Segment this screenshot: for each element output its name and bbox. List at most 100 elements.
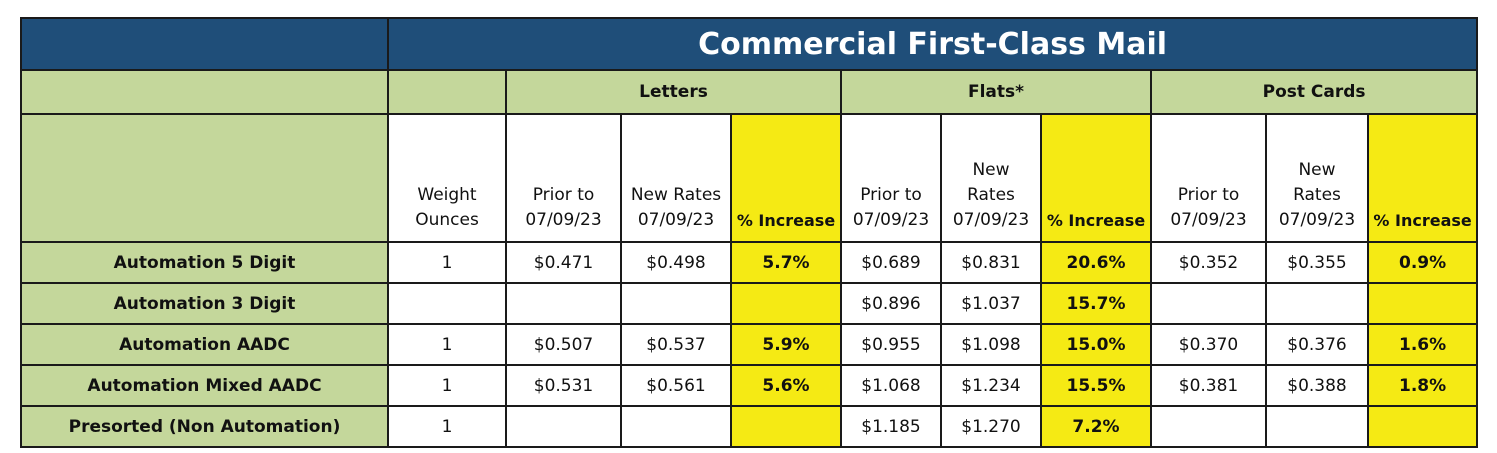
header-line: Prior to — [860, 185, 922, 205]
row-label: Automation 5 Digit — [20, 241, 389, 284]
data-cell: 1.8% — [1366, 364, 1479, 407]
header-line: % Increase — [1373, 211, 1472, 230]
data-cell: 1 — [387, 364, 507, 407]
row-label: Automation AADC — [20, 323, 389, 366]
row-label: Automation Mixed AADC — [20, 364, 389, 407]
corner-cell — [20, 113, 389, 243]
data-cell: $1.037 — [940, 282, 1042, 325]
data-cell: $0.507 — [505, 323, 622, 366]
data-cell: $0.388 — [1265, 364, 1369, 407]
data-cell: $1.234 — [940, 364, 1042, 407]
data-cell: $0.352 — [1150, 241, 1267, 284]
data-cell — [620, 282, 732, 325]
rate-table: Commercial First-Class Mail Letters Flats… — [20, 17, 1479, 448]
header-line: New Rates — [630, 185, 722, 205]
corner-cell — [20, 17, 389, 71]
header-line: New — [972, 160, 1010, 180]
column-header: New Rates 07/09/23 — [940, 113, 1042, 243]
data-cell — [1150, 405, 1267, 448]
column-row: Weight Ounces Prior to 07/09/23 New Rates 07/… — [20, 113, 1479, 243]
header-line: 07/09/23 — [525, 210, 602, 230]
data-cell: $0.531 — [505, 364, 622, 407]
column-header: % Increase — [730, 113, 842, 243]
header-line: Rates — [1293, 185, 1341, 205]
data-cell: $1.068 — [840, 364, 942, 407]
data-cell: 5.7% — [730, 241, 842, 284]
data-cell — [1265, 405, 1369, 448]
column-header: Weight Ounces — [387, 113, 507, 243]
data-cell: 1 — [387, 323, 507, 366]
data-cell — [730, 282, 842, 325]
data-cell: 15.0% — [1040, 323, 1152, 366]
header-line: New — [1298, 160, 1336, 180]
header-line: 07/09/23 — [1170, 210, 1247, 230]
data-cell: $1.098 — [940, 323, 1042, 366]
header-line: Ounces — [415, 210, 479, 230]
corner-cell — [20, 69, 389, 115]
column-header: Prior to 07/09/23 — [1150, 113, 1267, 243]
data-row: Automation AADC 1 $0.507 $0.537 5.9% $0.955 $1… — [20, 323, 1479, 366]
data-cell: $0.355 — [1265, 241, 1369, 284]
column-header: Prior to 07/09/23 — [505, 113, 622, 243]
data-cell — [387, 282, 507, 325]
column-header: Prior to 07/09/23 — [840, 113, 942, 243]
data-cell: 7.2% — [1040, 405, 1152, 448]
data-cell — [1366, 405, 1479, 448]
data-cell: $0.955 — [840, 323, 942, 366]
header-line: 07/09/23 — [637, 210, 715, 230]
data-cell: $0.471 — [505, 241, 622, 284]
header-line: Prior to — [1177, 185, 1240, 205]
data-cell — [505, 282, 622, 325]
data-cell: 1.6% — [1366, 323, 1479, 366]
column-header: % Increase — [1040, 113, 1152, 243]
data-cell: 5.9% — [730, 323, 842, 366]
data-cell: 15.5% — [1040, 364, 1152, 407]
data-cell: $0.376 — [1265, 323, 1369, 366]
data-cell: $1.270 — [940, 405, 1042, 448]
data-cell: 20.6% — [1040, 241, 1152, 284]
data-cell: $0.896 — [840, 282, 942, 325]
data-cell: 1 — [387, 241, 507, 284]
data-cell: 1 — [387, 405, 507, 448]
data-cell: $0.381 — [1150, 364, 1267, 407]
data-cell: $0.831 — [940, 241, 1042, 284]
data-row: Presorted (Non Automation) 1 $1.185 $1.270 7… — [20, 405, 1479, 448]
header-line: 07/09/23 — [1278, 210, 1356, 230]
data-cell — [620, 405, 732, 448]
group-row: Letters Flats* Post Cards — [20, 69, 1479, 115]
row-label: Presorted (Non Automation) — [20, 405, 389, 448]
data-cell: $1.185 — [840, 405, 942, 448]
title-row: Commercial First-Class Mail — [20, 17, 1479, 71]
data-cell: 5.6% — [730, 364, 842, 407]
data-cell — [730, 405, 842, 448]
data-cell: $0.561 — [620, 364, 732, 407]
data-cell: $0.498 — [620, 241, 732, 284]
group-header: Flats* — [840, 69, 1152, 115]
data-cell: 0.9% — [1366, 241, 1479, 284]
header-line: 07/09/23 — [952, 210, 1030, 230]
column-header: New Rates 07/09/23 — [1265, 113, 1369, 243]
row-label: Automation 3 Digit — [20, 282, 389, 325]
table-title: Commercial First-Class Mail — [386, 17, 1479, 71]
data-cell: $0.370 — [1150, 323, 1267, 366]
data-cell: $0.689 — [840, 241, 942, 284]
header-line: 07/09/23 — [852, 210, 930, 230]
group-header: Letters — [505, 69, 842, 115]
data-cell — [505, 405, 622, 448]
data-cell — [1265, 282, 1369, 325]
data-cell: $0.537 — [620, 323, 732, 366]
data-cell — [1150, 282, 1267, 325]
header-line: % Increase — [1046, 211, 1146, 230]
column-header: New Rates 07/09/23 — [620, 113, 732, 243]
group-header: Post Cards — [1149, 69, 1479, 115]
table-body: Commercial First-Class Mail Letters Flats… — [20, 17, 1479, 448]
data-row: Automation 3 Digit $0.896 $1.037 15.7% — [20, 282, 1479, 325]
data-row: Automation Mixed AADC 1 $0.531 $0.561 5.6% $1… — [20, 364, 1479, 407]
data-cell: 15.7% — [1040, 282, 1152, 325]
column-header: % Increase — [1366, 113, 1479, 243]
header-line: Rates — [967, 185, 1015, 205]
data-row: Automation 5 Digit 1 $0.471 $0.498 5.7% $0.68… — [20, 241, 1479, 284]
header-line: Prior to — [532, 185, 595, 205]
header-line: % Increase — [736, 211, 836, 230]
